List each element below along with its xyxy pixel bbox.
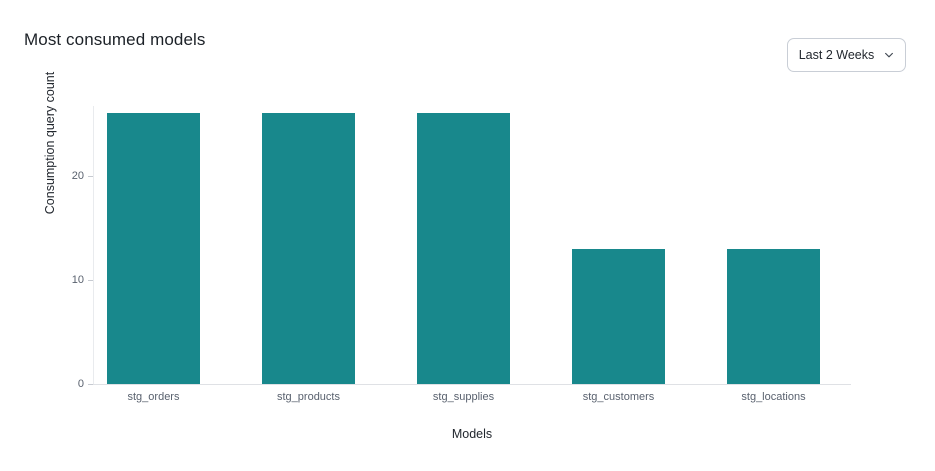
x-axis-line [93, 384, 851, 385]
page-title: Most consumed models [24, 30, 206, 49]
chevron-down-icon [884, 50, 894, 60]
x-tick-label: stg_supplies [432, 391, 495, 403]
y-tick-mark [88, 384, 93, 385]
y-axis-line [93, 106, 94, 384]
date-range-dropdown[interactable]: Last 2 Weeks [787, 38, 906, 72]
bar-stg_products[interactable] [262, 113, 355, 384]
x-tick-label: stg_orders [127, 391, 180, 403]
card-header: Most consumed models Last 2 Weeks [0, 0, 935, 86]
y-axis-title: Consumption query count [43, 71, 57, 215]
y-tick-label: 0 [77, 378, 84, 390]
y-tick-mark [88, 175, 93, 177]
y-tick-label: 10 [71, 273, 84, 286]
bar-stg_supplies[interactable] [417, 113, 510, 384]
y-tick-mark [88, 279, 93, 281]
y-tick-label: 20 [71, 169, 84, 182]
x-tick-label: stg_locations [741, 391, 806, 403]
x-tick-label: stg_products [277, 391, 340, 403]
plot-area [93, 106, 851, 384]
x-tick-label: stg_customers [582, 391, 655, 403]
y-axis: 0 10 20 [0, 0, 84, 471]
date-range-dropdown-label: Last 2 Weeks [798, 48, 875, 62]
bar-stg_customers[interactable] [572, 248, 665, 384]
bar-stg_orders[interactable] [107, 113, 200, 384]
bar-stg_locations[interactable] [727, 248, 820, 384]
x-axis-title: Models [451, 427, 493, 441]
